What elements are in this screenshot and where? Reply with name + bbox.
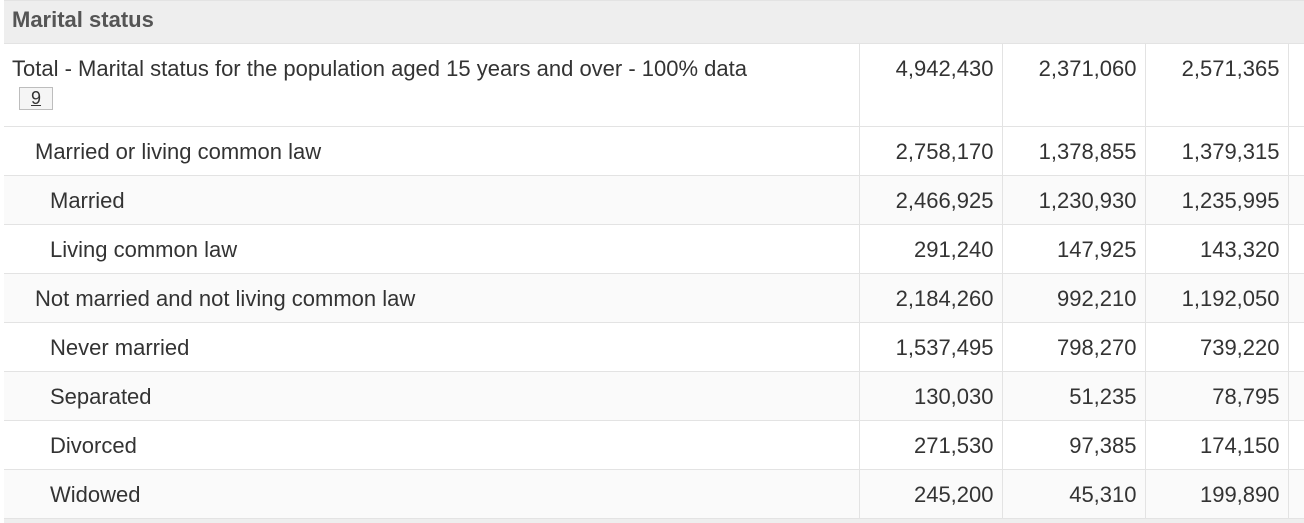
row-label: Widowed bbox=[4, 469, 860, 519]
marital-status-table: Marital status Total - Marital status fo… bbox=[4, 0, 1304, 519]
value-cell-extra bbox=[1287, 469, 1304, 519]
section-header-row: Marital status bbox=[4, 0, 1304, 44]
footnote-link[interactable]: 9 bbox=[19, 87, 54, 110]
value-cell-women: 199,890 bbox=[1144, 469, 1289, 519]
value-cell-extra bbox=[1287, 126, 1304, 176]
table-row-total: Total - Marital status for the populatio… bbox=[4, 43, 1304, 127]
table-row: Widowed 245,200 45,310 199,890 bbox=[4, 469, 1304, 519]
row-label: Married or living common law bbox=[4, 126, 860, 176]
value-cell-women: 143,320 bbox=[1144, 224, 1289, 274]
table-row: Married or living common law 2,758,170 1… bbox=[4, 126, 1304, 176]
row-label: Never married bbox=[4, 322, 860, 372]
value-cell-total: 1,537,495 bbox=[858, 322, 1003, 372]
row-label: Not married and not living common law bbox=[4, 273, 860, 323]
value-cell-men: 51,235 bbox=[1001, 371, 1146, 421]
section-title: Marital status bbox=[4, 0, 1304, 44]
value-cell-women: 78,795 bbox=[1144, 371, 1289, 421]
table-row: Divorced 271,530 97,385 174,150 bbox=[4, 420, 1304, 470]
value-cell-women: 1,192,050 bbox=[1144, 273, 1289, 323]
value-cell-men: 992,210 bbox=[1001, 273, 1146, 323]
table-row: Living common law 291,240 147,925 143,32… bbox=[4, 224, 1304, 274]
value-cell-total: 130,030 bbox=[858, 371, 1003, 421]
value-cell-extra bbox=[1287, 43, 1304, 127]
value-cell-extra bbox=[1287, 371, 1304, 421]
value-cell-men: 1,378,855 bbox=[1001, 126, 1146, 176]
value-cell-total: 271,530 bbox=[858, 420, 1003, 470]
row-label: Separated bbox=[4, 371, 860, 421]
value-cell-men: 45,310 bbox=[1001, 469, 1146, 519]
row-label-cell: Total - Marital status for the populatio… bbox=[4, 43, 860, 127]
value-cell-total: 2,466,925 bbox=[858, 175, 1003, 225]
value-cell-extra bbox=[1287, 175, 1304, 225]
value-cell-men: 1,230,930 bbox=[1001, 175, 1146, 225]
value-cell-extra bbox=[1287, 273, 1304, 323]
value-cell-men: 2,371,060 bbox=[1001, 43, 1146, 127]
value-cell-women: 1,379,315 bbox=[1144, 126, 1289, 176]
row-label: Living common law bbox=[4, 224, 860, 274]
value-cell-extra bbox=[1287, 224, 1304, 274]
value-cell-women: 174,150 bbox=[1144, 420, 1289, 470]
value-cell-total: 245,200 bbox=[858, 469, 1003, 519]
value-cell-men: 798,270 bbox=[1001, 322, 1146, 372]
row-label: Total - Marital status for the populatio… bbox=[12, 56, 747, 81]
value-cell-men: 97,385 bbox=[1001, 420, 1146, 470]
table-row: Separated 130,030 51,235 78,795 bbox=[4, 371, 1304, 421]
row-label: Divorced bbox=[4, 420, 860, 470]
value-cell-total: 2,758,170 bbox=[858, 126, 1003, 176]
table-bottom-border bbox=[4, 519, 1304, 523]
value-cell-total: 291,240 bbox=[858, 224, 1003, 274]
value-cell-extra bbox=[1287, 420, 1304, 470]
table-row: Not married and not living common law 2,… bbox=[4, 273, 1304, 323]
table-row: Married 2,466,925 1,230,930 1,235,995 bbox=[4, 175, 1304, 225]
value-cell-men: 147,925 bbox=[1001, 224, 1146, 274]
row-label: Married bbox=[4, 175, 860, 225]
value-cell-women: 1,235,995 bbox=[1144, 175, 1289, 225]
value-cell-extra bbox=[1287, 322, 1304, 372]
marital-status-table-container: Marital status Total - Marital status fo… bbox=[4, 0, 1304, 523]
value-cell-women: 739,220 bbox=[1144, 322, 1289, 372]
value-cell-women: 2,571,365 bbox=[1144, 43, 1289, 127]
value-cell-total: 2,184,260 bbox=[858, 273, 1003, 323]
value-cell-total: 4,942,430 bbox=[858, 43, 1003, 127]
table-row: Never married 1,537,495 798,270 739,220 bbox=[4, 322, 1304, 372]
